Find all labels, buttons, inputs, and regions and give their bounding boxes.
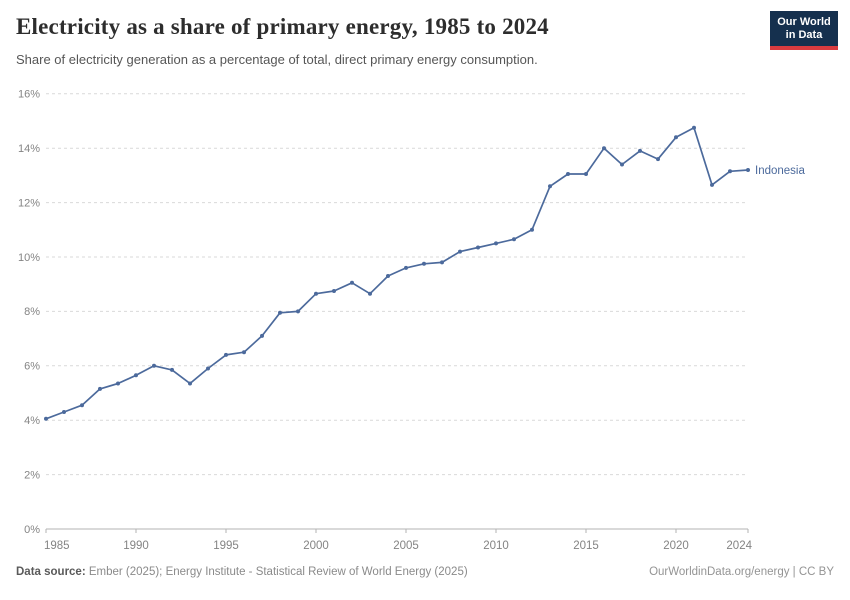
data-point	[188, 381, 192, 386]
data-point	[170, 367, 174, 372]
data-point	[530, 227, 534, 232]
data-point	[152, 363, 156, 368]
data-point	[620, 162, 624, 167]
data-point	[44, 416, 48, 421]
data-point	[476, 245, 480, 250]
x-tick-label: 1985	[44, 540, 70, 552]
x-tick-label: 2010	[483, 540, 509, 552]
x-tick-label: 2024	[726, 540, 752, 552]
data-point	[584, 172, 588, 176]
page-title: Electricity as a share of primary energy…	[16, 14, 549, 39]
data-point	[440, 260, 444, 265]
license-credit: OurWorldinData.org/energy | CC BY	[649, 566, 834, 578]
x-tick-label: 1990	[123, 540, 149, 552]
y-tick-label: 14%	[18, 143, 40, 155]
owid-logo-red-bar	[770, 46, 838, 50]
data-point	[98, 386, 102, 391]
data-point	[728, 169, 732, 174]
owid-logo-box: Our World in Data	[770, 11, 838, 46]
data-point	[242, 350, 246, 355]
data-point	[80, 403, 84, 408]
data-source-label: Data source:	[16, 566, 86, 578]
data-point	[710, 182, 714, 187]
indonesia-line	[45, 126, 749, 420]
data-point	[512, 237, 516, 242]
chart-subtitle: Share of electricity generation as a per…	[16, 52, 538, 67]
data-point	[386, 274, 390, 278]
data-point	[116, 381, 120, 386]
y-tick-label: 16%	[18, 89, 40, 101]
data-point	[404, 265, 408, 270]
data-point	[494, 241, 498, 246]
x-tick-label: 2020	[663, 540, 689, 552]
y-tick-label: 0%	[24, 524, 40, 536]
data-point	[224, 352, 228, 357]
data-point	[332, 289, 336, 293]
chart-footer: Data source: Ember (2025); Energy Instit…	[16, 566, 834, 578]
data-point	[350, 280, 354, 285]
x-tick-label: 2015	[573, 540, 599, 552]
y-tick-label: 12%	[18, 197, 40, 209]
data-point	[134, 373, 138, 378]
data-point	[656, 157, 660, 162]
data-point	[62, 410, 66, 414]
data-point	[638, 148, 642, 153]
data-point	[368, 291, 372, 296]
data-point	[422, 261, 426, 266]
data-point	[278, 310, 282, 315]
x-tick-label: 1995	[213, 540, 239, 552]
x-tick-label: 2005	[393, 540, 419, 552]
owid-logo-line2: in Data	[785, 29, 823, 41]
owid-logo: Our World in Data	[770, 11, 838, 50]
y-tick-label: 10%	[18, 252, 40, 264]
y-tick-label: 4%	[24, 415, 40, 427]
data-point	[548, 184, 552, 189]
data-point	[260, 333, 264, 338]
data-point	[674, 135, 678, 140]
data-point	[746, 168, 750, 172]
data-point	[206, 366, 210, 371]
data-point	[566, 172, 570, 176]
data-source-text: Ember (2025); Energy Institute - Statist…	[85, 566, 468, 578]
y-tick-label: 6%	[24, 361, 40, 373]
data-point	[692, 125, 696, 130]
data-point	[314, 291, 318, 296]
data-source: Data source: Ember (2025); Energy Instit…	[16, 566, 468, 578]
data-point	[458, 249, 462, 254]
x-tick-label: 2000	[303, 540, 329, 552]
y-tick-label: 2%	[24, 469, 40, 481]
y-tick-label: 8%	[24, 306, 40, 318]
data-point	[296, 309, 300, 314]
owid-logo-line1: Our World	[777, 16, 831, 28]
series-label-indonesia: Indonesia	[755, 165, 805, 177]
data-point	[602, 146, 606, 151]
